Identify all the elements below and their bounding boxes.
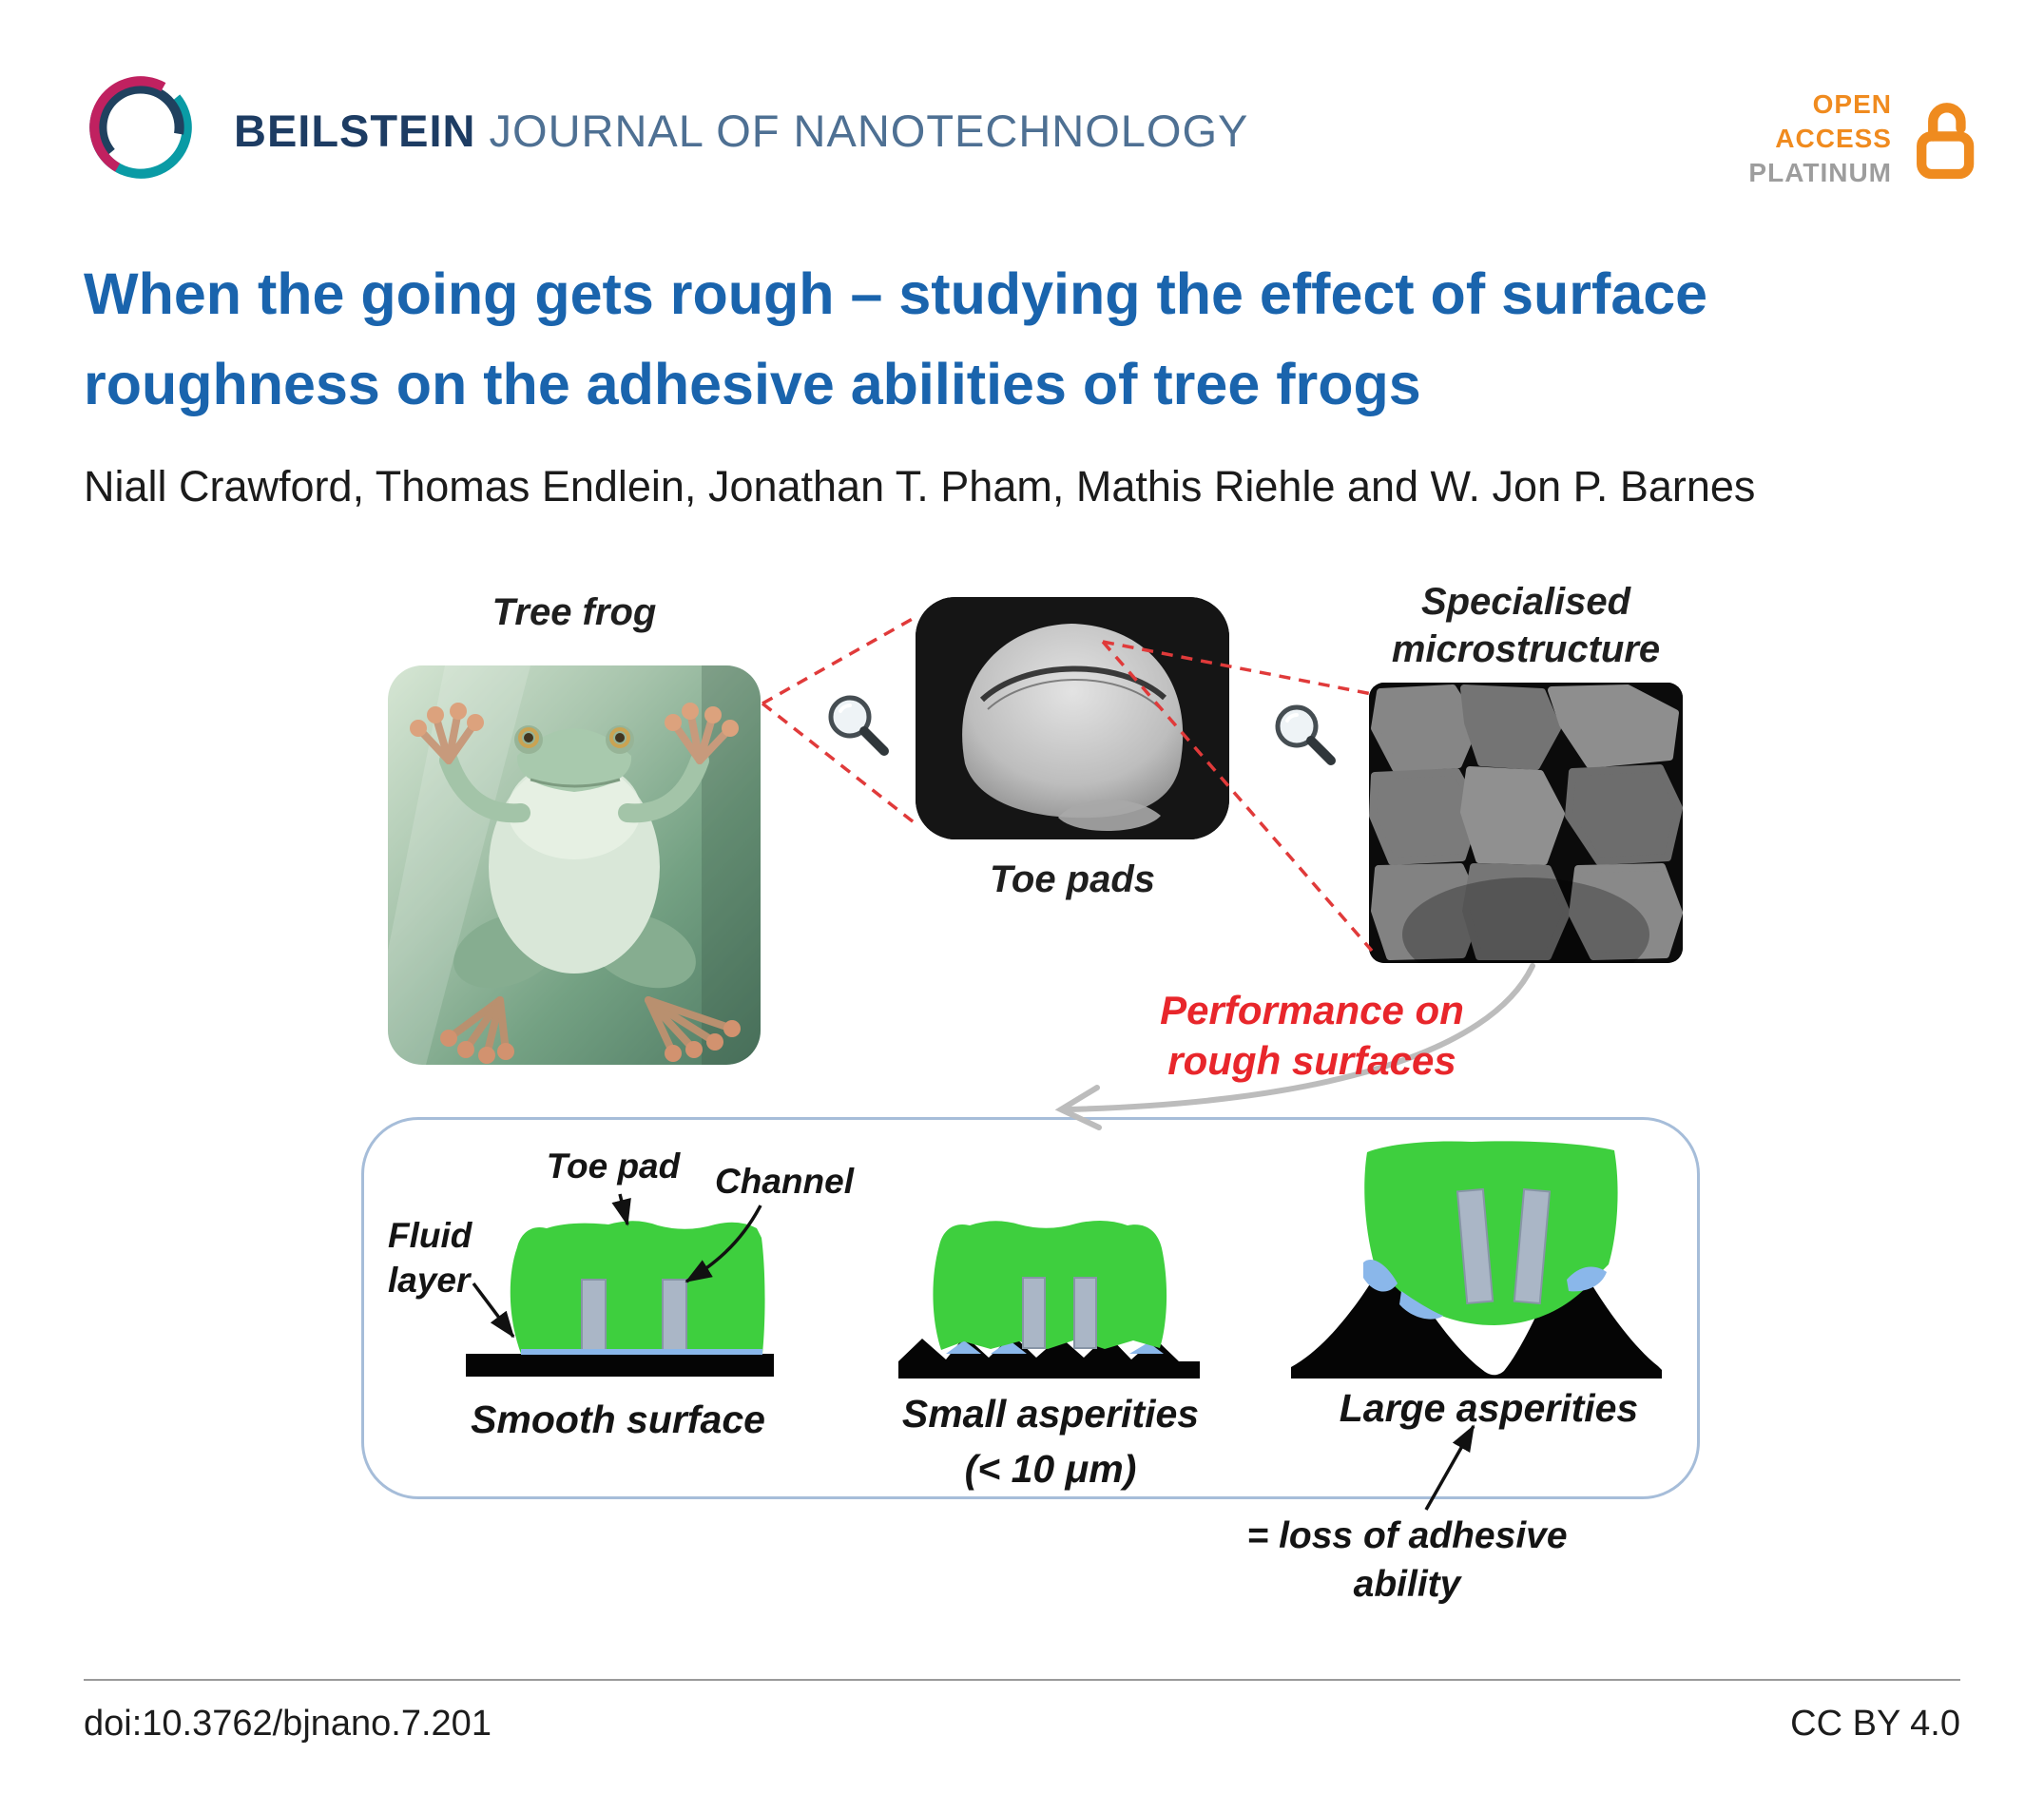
- tree-frog-label: Tree frog: [492, 591, 657, 633]
- open-access-lock-icon: [1917, 103, 1975, 180]
- open-access-line1: OPEN: [1812, 89, 1892, 119]
- toe-pad-diagram-label: Toe pad: [546, 1147, 681, 1186]
- journal-name: BEILSTEIN JOURNAL OF NANOTECHNOLOGY: [234, 105, 1248, 157]
- loss-of-adhesion-label: = loss of adhesive ability: [1246, 1515, 1568, 1605]
- footer-divider: [84, 1679, 1960, 1681]
- microstructure-illustration: [1369, 683, 1683, 963]
- beilstein-logo-icon: [89, 76, 192, 179]
- open-access-line3: PLATINUM: [1748, 158, 1892, 187]
- smooth-surface-caption: Smooth surface: [471, 1398, 765, 1441]
- magnifier-icon: [828, 695, 889, 756]
- page-title: When the going gets rough – studying the…: [84, 249, 1966, 430]
- performance-label: Performance on rough surfaces: [1160, 988, 1464, 1083]
- toe-pad-illustration: [916, 597, 1229, 839]
- channel-diagram-label: Channel: [715, 1162, 854, 1201]
- tree-frog-illustration: [388, 665, 761, 1065]
- open-access-text: OPEN ACCESS PLATINUM: [1748, 87, 1892, 190]
- microstructure-label: Specialised microstructure: [1391, 581, 1661, 670]
- authors: Niall Crawford, Thomas Endlein, Jonathan…: [84, 462, 1756, 511]
- journal-name-rest: JOURNAL OF NANOTECHNOLOGY: [475, 106, 1249, 156]
- tree-frog-photo: [388, 665, 761, 1065]
- license-text: CC BY 4.0: [1790, 1704, 1960, 1744]
- large-asperities-caption: Large asperities: [1339, 1386, 1639, 1430]
- open-access-line2: ACCESS: [1775, 124, 1892, 153]
- small-asperities-size-caption: (< 10 μm): [964, 1447, 1137, 1491]
- fluid-layer-diagram-label: Fluid layer: [388, 1216, 472, 1300]
- toe-pads-label: Toe pads: [989, 858, 1156, 900]
- title-line1: When the going gets rough – studying the…: [84, 261, 1708, 326]
- microstructure-sem-image: [1369, 683, 1683, 963]
- journal-name-bold: BEILSTEIN: [234, 106, 476, 156]
- magnifier-icon: [1275, 704, 1336, 765]
- title-line2: roughness on the adhesive abilities of t…: [84, 352, 1421, 416]
- doi-text: doi:10.3762/bjnano.7.201: [84, 1704, 492, 1744]
- toe-pad-sem-image: [916, 597, 1229, 839]
- open-access-badge: OPEN ACCESS PLATINUM: [1748, 87, 1987, 190]
- small-asperities-caption: Small asperities: [901, 1392, 1200, 1436]
